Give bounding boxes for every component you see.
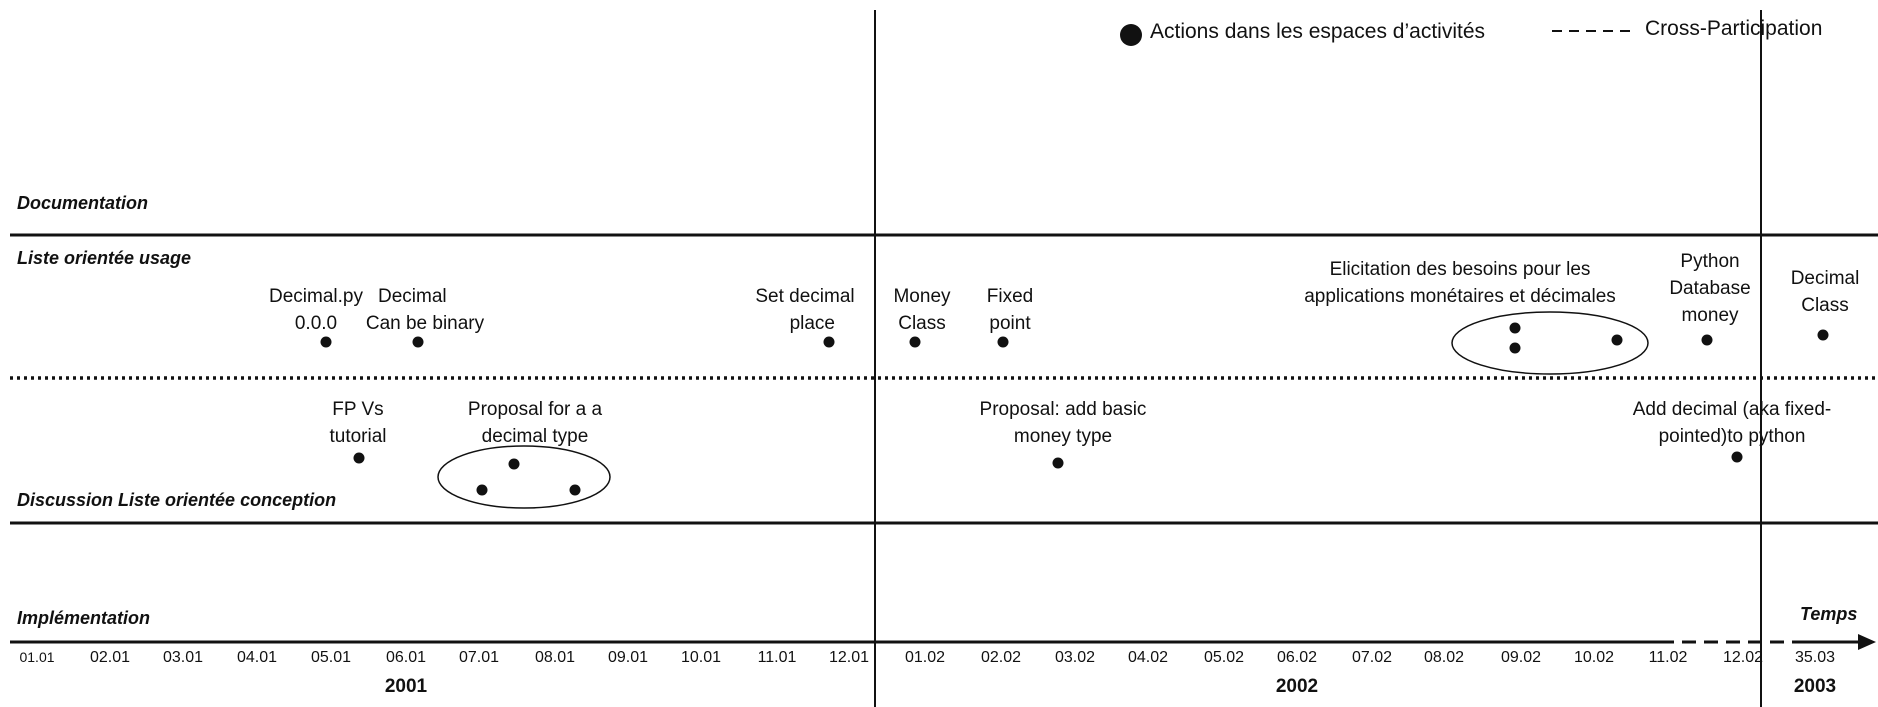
label-line: Decimal (378, 286, 447, 307)
month-tick-label: 03.01 (162, 649, 204, 666)
conception-event-label: Proposal for a a decimal type (440, 396, 630, 450)
month-tick-label: 12.01 (828, 649, 870, 666)
event-dot (1509, 322, 1521, 334)
year-label-2002: 2002 (1275, 676, 1319, 697)
event-dot (1611, 334, 1623, 346)
month-tick-label: 35.03 (1794, 649, 1836, 666)
label-line: decimal type (481, 426, 589, 447)
event-dot (476, 484, 488, 496)
usage-event-label: Decimal.py 0.0.0 (261, 283, 371, 337)
month-tick-label: 10.02 (1573, 649, 1615, 666)
month-tick-label: 02.01 (89, 649, 131, 666)
event-dot (997, 336, 1009, 348)
year-label-2003: 2003 (1793, 676, 1837, 697)
label-line: Database (1669, 278, 1751, 299)
label-line: Proposal: add basic (979, 399, 1147, 420)
label-line: 0.0.0 (294, 313, 338, 334)
usage-event-label: Set decimal place (745, 283, 865, 337)
legend-actions-label: Actions dans les espaces d’activités (1150, 20, 1486, 43)
lane-label-implementation: Implémentation (17, 608, 151, 628)
event-dot (1509, 342, 1521, 354)
month-tick-label: 09.02 (1500, 649, 1542, 666)
label-line: money type (1013, 426, 1113, 447)
event-dot (909, 336, 921, 348)
year-label-2001: 2001 (384, 676, 428, 697)
month-tick-label: 09.01 (607, 649, 649, 666)
lane-label-conception: Discussion Liste orientée conception (17, 490, 337, 510)
legend-cross-label: Cross-Participation (1645, 17, 1823, 40)
month-tick-label: 05.02 (1203, 649, 1245, 666)
usage-event-label: Fixed point (965, 283, 1055, 337)
event-dot (823, 336, 835, 348)
month-tick-label: 06.02 (1276, 649, 1318, 666)
month-tick-label: 04.01 (236, 649, 278, 666)
month-tick-label: 11.02 (1648, 649, 1688, 666)
label-line: Decimal (1790, 268, 1860, 289)
lane-label-documentation: Documentation (17, 193, 149, 213)
legend-dot-icon (1120, 24, 1142, 46)
label-line: tutorial (329, 426, 387, 447)
label-line: Python (1680, 251, 1740, 272)
event-dot (569, 484, 581, 496)
month-tick-label: 08.02 (1423, 649, 1465, 666)
event-dot (320, 336, 332, 348)
event-dot (1817, 329, 1829, 341)
label-line: applications monétaires et décimales (1304, 286, 1616, 307)
event-dot (353, 452, 365, 464)
event-dot (508, 458, 520, 470)
label-line: FP Vs (332, 399, 384, 420)
usage-event-label: Decimal Can be binary (350, 283, 500, 337)
label-line: point (989, 313, 1031, 334)
label-line: Set decimal (755, 286, 855, 307)
label-line: Elicitation des besoins pour les (1329, 259, 1591, 280)
group-ellipse-proposal-decimal (437, 445, 611, 509)
label-line: Proposal for a a (467, 399, 603, 420)
conception-event-label: Proposal: add basic money type (958, 396, 1168, 450)
usage-event-label: Python Database money (1660, 248, 1760, 329)
event-dot (1731, 451, 1743, 463)
time-axis-arrow (1858, 634, 1876, 650)
usage-event-label: Decimal Class (1775, 265, 1875, 319)
month-tick-label: 11.01 (757, 649, 797, 666)
conception-event-label: FP Vs tutorial (308, 396, 408, 450)
month-tick-label: 10.01 (680, 649, 722, 666)
axis-title: Temps (1800, 604, 1858, 624)
month-tick-label: 02.02 (980, 649, 1022, 666)
month-tick-label: 07.02 (1351, 649, 1393, 666)
label-line: pointed)to python (1658, 426, 1806, 447)
usage-event-label: Elicitation des besoins pour les applica… (1270, 256, 1650, 310)
month-tick-label: 05.01 (310, 649, 352, 666)
event-dot (1052, 457, 1064, 469)
label-line: Money (893, 286, 951, 307)
label-line: Decimal.py (269, 286, 363, 307)
label-line: Fixed (986, 286, 1034, 307)
label-line: place (789, 313, 835, 334)
month-tick-label: 01.01 (19, 649, 55, 665)
month-tick-label: 01.02 (904, 649, 946, 666)
month-tick-label: 04.02 (1127, 649, 1169, 666)
event-dot (1701, 334, 1713, 346)
month-tick-label: 08.01 (534, 649, 576, 666)
label-line: money (1681, 305, 1739, 326)
event-dot (412, 336, 424, 348)
usage-event-label: Money Class (877, 283, 967, 337)
month-tick-label: 06.01 (385, 649, 427, 666)
group-ellipse-elicitation (1451, 311, 1649, 375)
label-line: Class (898, 313, 946, 334)
label-line: Can be binary (365, 313, 485, 334)
month-tick-label: 03.02 (1054, 649, 1096, 666)
month-tick-label: 07.01 (458, 649, 500, 666)
month-tick-label: 12.02 (1722, 649, 1764, 666)
conception-event-label: Add decimal (aka fixed- pointed)to pytho… (1612, 396, 1852, 450)
label-line: Add decimal (aka fixed- (1632, 399, 1832, 420)
lane-label-usage: Liste orientée usage (17, 248, 192, 268)
label-line: Class (1801, 295, 1849, 316)
